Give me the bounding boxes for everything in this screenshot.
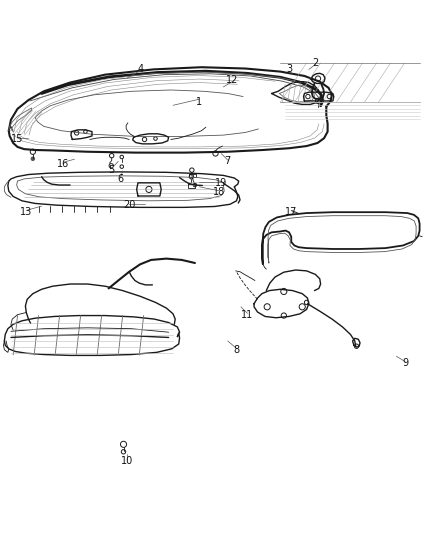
Text: 20: 20 (123, 200, 135, 210)
Text: 15: 15 (11, 134, 24, 144)
Text: 7: 7 (225, 156, 231, 166)
Text: 3: 3 (286, 64, 292, 75)
Text: 18: 18 (213, 187, 225, 197)
Text: 19: 19 (215, 178, 227, 188)
Text: 2: 2 (312, 58, 318, 68)
Text: 1: 1 (196, 97, 202, 107)
Text: 9: 9 (402, 358, 408, 368)
Text: 12: 12 (226, 75, 238, 85)
Text: 10: 10 (121, 456, 133, 466)
Circle shape (31, 157, 35, 160)
Text: 13: 13 (20, 207, 32, 217)
Text: 16: 16 (57, 159, 70, 168)
Text: 6: 6 (117, 174, 124, 184)
Text: 5: 5 (109, 165, 115, 175)
Text: 17: 17 (285, 207, 297, 217)
Text: 4: 4 (137, 64, 143, 75)
Text: 8: 8 (233, 345, 240, 355)
Text: 11: 11 (241, 310, 254, 320)
